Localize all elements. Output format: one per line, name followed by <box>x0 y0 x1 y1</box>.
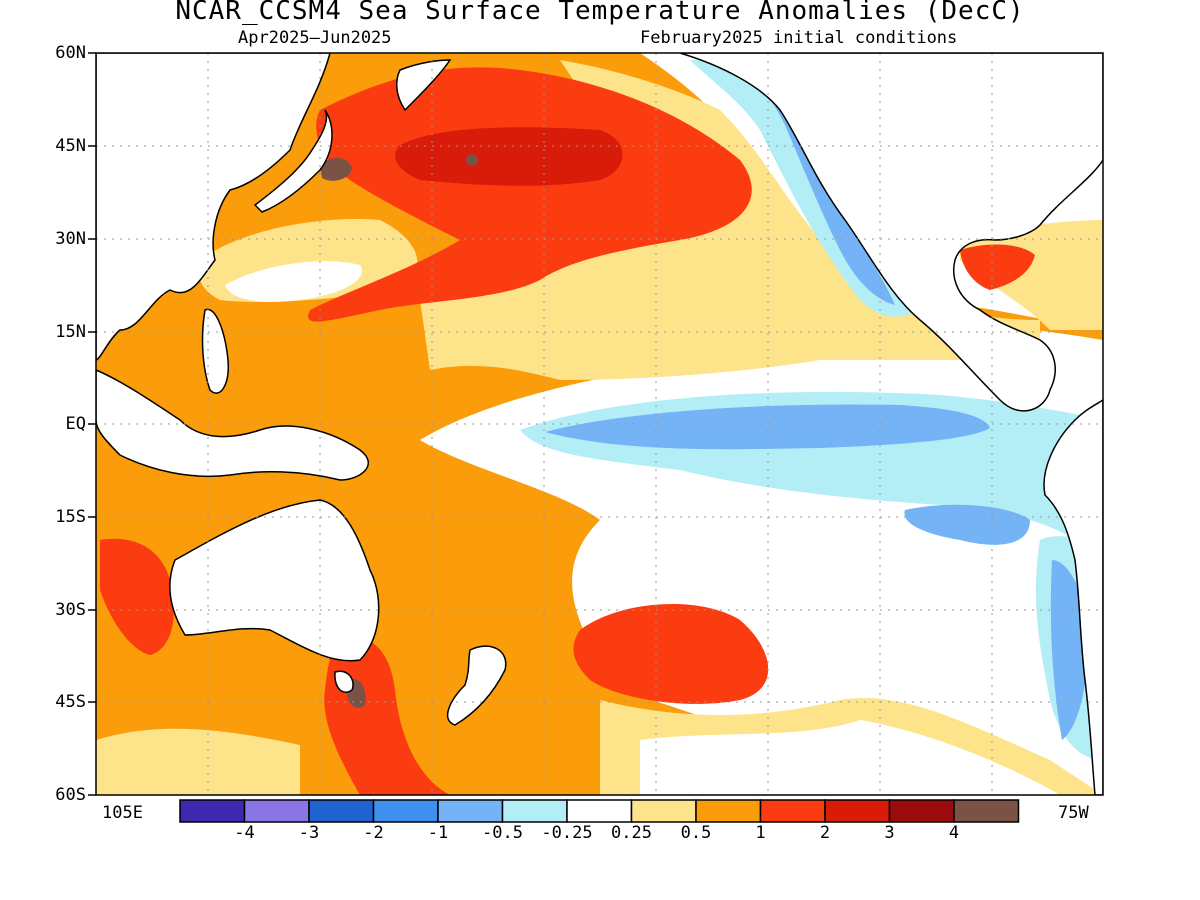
colorbar-label: -0.25 <box>541 823 593 843</box>
landmass-indonesia <box>96 369 369 481</box>
warm-anomaly-west-australia <box>100 538 174 655</box>
chart-title: NCAR_CCSM4 Sea Surface Temperature Anoma… <box>175 0 1025 26</box>
lat-label-15n: 15N <box>55 322 86 342</box>
landmass-north-america <box>679 53 1103 412</box>
land-masses <box>96 53 1103 795</box>
colorbar-label: -0.5 <box>482 823 523 843</box>
colorbar-swatch <box>695 799 762 823</box>
colorbar-swatch <box>501 799 568 823</box>
colorbar-swatch <box>953 799 1020 823</box>
colorbar-label: -3 <box>298 823 320 843</box>
lat-label-30n: 30N <box>55 229 86 249</box>
lat-label-30s: 30S <box>55 600 86 620</box>
colorbar-label: -4 <box>234 823 255 843</box>
neutral-region-south-white <box>640 720 1060 795</box>
colorbar-label: 4 <box>948 823 960 843</box>
colorbar-swatch <box>179 799 246 823</box>
lat-label-15s: 15S <box>55 507 86 527</box>
landmass-new-zealand <box>446 645 507 726</box>
warm-anomaly-south-pacific <box>573 603 769 704</box>
colorbar-label: 0.25 <box>611 823 652 843</box>
lon-label-left: 105E <box>102 803 143 823</box>
neutral-region-west <box>225 261 362 302</box>
extreme-warm-anomaly-japan <box>320 157 352 181</box>
colorbar-label: -2 <box>363 823 384 843</box>
landmass-south-america <box>1043 399 1103 795</box>
landmass-japan <box>253 109 333 213</box>
colorbar <box>179 799 1020 823</box>
colorbar-swatch <box>566 799 633 823</box>
colorbar-label: 2 <box>819 823 831 843</box>
colorbar-swatch <box>243 799 310 823</box>
warm-anomaly-gulf-of-mexico <box>960 244 1035 290</box>
landmass-tasmania <box>334 670 354 693</box>
lon-label-right: 75W <box>1058 803 1089 823</box>
lat-label-45n: 45N <box>55 136 86 156</box>
colorbar-swatch <box>372 799 439 823</box>
colorbar-label: 0.5 <box>680 823 712 843</box>
cold-anomaly-south <box>904 504 1030 545</box>
forecast-period: Apr2025—Jun2025 <box>238 28 392 48</box>
colorbar-swatch <box>630 799 697 823</box>
landmass-australia <box>169 499 380 662</box>
landmass-kamchatka <box>395 59 452 112</box>
lat-label-eq: EQ <box>65 414 86 434</box>
colorbar-swatch <box>437 799 504 823</box>
colorbar-label: -1 <box>427 823 449 843</box>
warm-anomaly-north-pacific <box>308 67 752 322</box>
colorbar-label: 1 <box>755 823 766 843</box>
extreme-warm-anomaly-center <box>466 154 478 166</box>
warm-anomaly-tasman <box>324 637 450 795</box>
initial-conditions: February2025 initial conditions <box>640 28 958 48</box>
lat-label-45s: 45S <box>55 692 86 712</box>
landmass-asia <box>96 53 331 361</box>
colorbar-swatch <box>759 799 826 823</box>
weak-warm-southern-belt <box>96 728 300 795</box>
colorbar-swatch <box>824 799 891 823</box>
lat-label-60n: 60N <box>55 43 86 63</box>
strong-warm-anomaly-north-pacific <box>395 127 623 186</box>
latitude-ticks <box>88 52 96 796</box>
colorbar-swatch <box>308 799 375 823</box>
colorbar-swatch <box>888 799 955 823</box>
colorbar-label: 3 <box>884 823 895 843</box>
lat-label-60s: 60S <box>55 785 86 805</box>
landmass-philippines <box>201 308 229 394</box>
